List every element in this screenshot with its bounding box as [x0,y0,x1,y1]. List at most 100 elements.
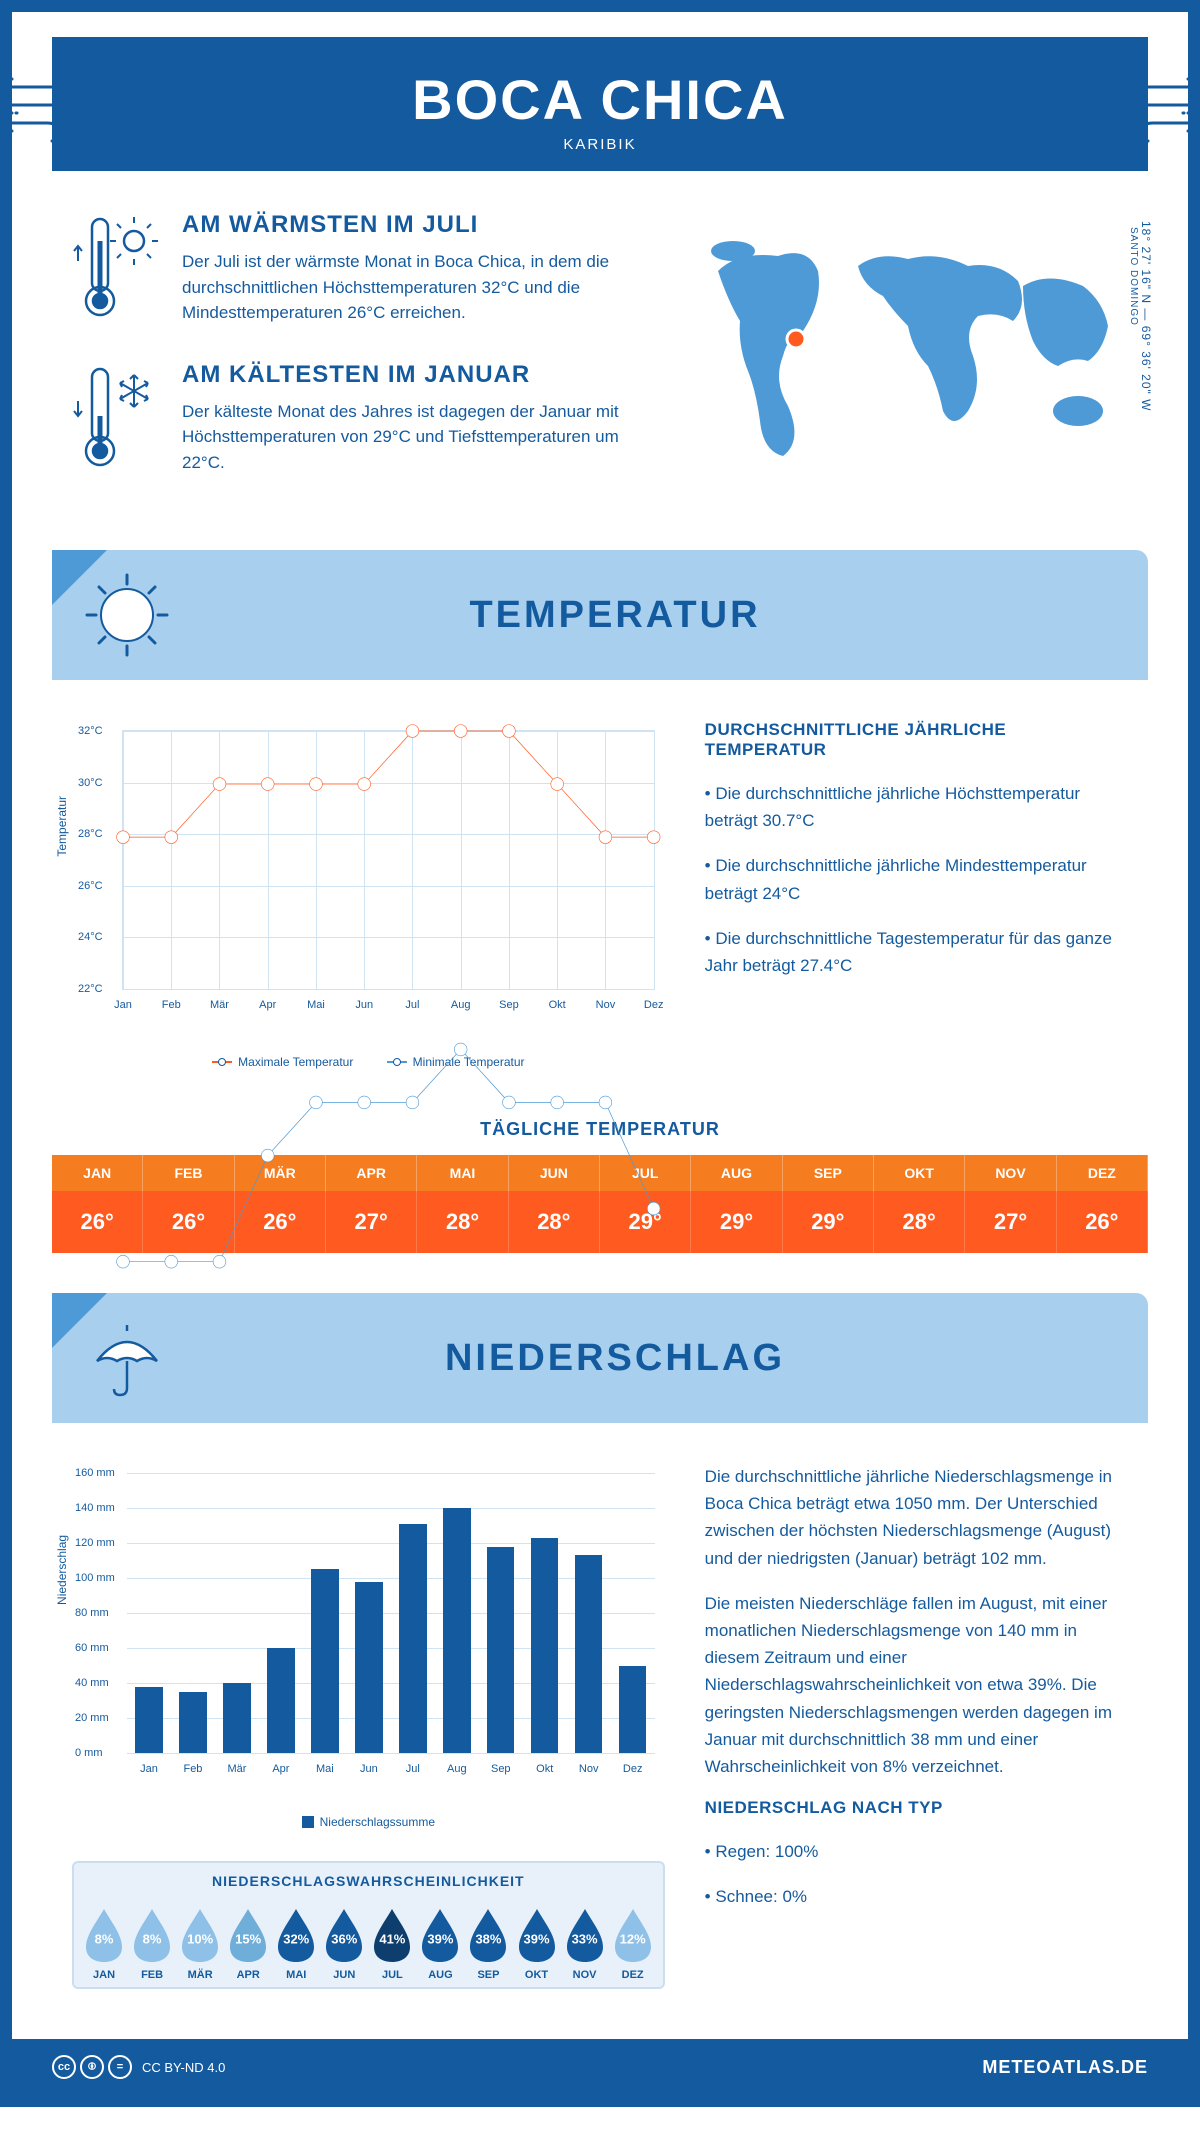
table-header: SEP [783,1155,874,1191]
precip-type-title: NIEDERSCHLAG NACH TYP [705,1798,1128,1818]
by-icon: 🅯 [80,2055,104,2079]
y-tick: 32°C [78,725,103,737]
header-banner: BOCA CHICA KARIBIK [52,37,1148,171]
drop-value: 32% [283,1932,309,1947]
bar [575,1555,602,1753]
drop-cell: 41% JUL [370,1907,414,1981]
warm-fact: AM WÄRMSTEN IM JULI Der Juli ist der wär… [72,211,648,326]
precipitation-bar-chart: Niederschlag 0 mm20 mm40 mm60 mm80 mm100… [72,1463,665,1989]
y-tick: 60 mm [75,1642,109,1654]
bar [443,1508,470,1753]
warm-fact-title: AM WÄRMSTEN IM JULI [182,211,648,239]
table-cell: 26° [1057,1191,1148,1253]
cold-fact-text: Der kälteste Monat des Jahres ist dagege… [182,399,648,476]
coords-text: 18° 27' 16" N — 69° 36' 20" W [1139,221,1153,411]
coordinates: 18° 27' 16" N — 69° 36' 20" W SANTO DOMI… [1128,221,1153,411]
legend-swatch [302,1816,314,1828]
x-tick: Aug [447,1763,467,1775]
drop-cell: 8%JAN [82,1907,126,1981]
precipitation-info: Die durchschnittliche jährliche Niedersc… [705,1463,1128,1989]
y-tick: 28°C [78,828,103,840]
drop-cell: 15%APR [226,1907,270,1981]
drop-month: JUL [370,1969,414,1981]
y-tick: 0 mm [75,1747,103,1759]
bar [179,1692,206,1753]
info-bullet: Die durchschnittliche jährliche Höchstte… [705,780,1128,834]
y-axis-label: Niederschlag [55,1535,69,1605]
bar-legend: Niederschlagssumme [72,1815,665,1831]
drop-value: 33% [572,1932,598,1947]
precipitation-title: NIEDERSCHLAG [202,1337,1028,1380]
y-tick: 30°C [78,777,103,789]
bar [223,1683,250,1753]
y-tick: 40 mm [75,1677,109,1689]
drop-cell: 39% OKT [515,1907,559,1981]
probability-panel: NIEDERSCHLAGSWAHRSCHEINLICHKEIT 8%JAN8%F… [72,1861,665,1989]
drop-value: 8% [143,1932,162,1947]
drop-value: 38% [475,1932,501,1947]
bar [399,1524,426,1753]
table-cell: 29° [783,1191,874,1253]
temp-info-title: DURCHSCHNITTLICHE JÄHRLICHE TEMPERATUR [705,720,1128,760]
bar [619,1666,646,1754]
drop-month: SEP [466,1969,510,1981]
warm-fact-text: Der Juli ist der wärmste Monat in Boca C… [182,249,648,326]
drop-cell: 36%JUN [322,1907,366,1981]
table-header: NOV [965,1155,1056,1191]
y-tick: 140 mm [75,1502,115,1514]
temperature-info: DURCHSCHNITTLICHE JÄHRLICHE TEMPERATUR D… [705,720,1128,1069]
temperature-title: TEMPERATUR [202,594,1028,637]
intro-section: AM WÄRMSTEN IM JULI Der Juli ist der wär… [12,171,1188,530]
nd-icon: = [108,2055,132,2079]
drop-value: 41% [379,1932,405,1947]
drop-value: 10% [187,1932,213,1947]
y-axis-label: Temperatur [55,796,69,857]
drop-month: DEZ [611,1969,655,1981]
y-tick: 26°C [78,880,103,892]
y-tick: 20 mm [75,1712,109,1724]
x-tick: Jun [360,1763,378,1775]
x-tick: Okt [536,1763,553,1775]
x-tick: Mai [316,1763,334,1775]
drop-month: MAI [274,1969,318,1981]
city-label: SANTO DOMINGO [1128,227,1139,411]
x-tick: Jul [406,1763,420,1775]
drop-value: 39% [427,1932,453,1947]
bar [531,1538,558,1753]
drop-cell: 8%FEB [130,1907,174,1981]
x-tick: Apr [272,1763,289,1775]
bar [487,1547,514,1754]
table-header: DEZ [1057,1155,1148,1191]
x-tick: Mär [227,1763,246,1775]
probability-title: NIEDERSCHLAGSWAHRSCHEINLICHKEIT [74,1863,663,1899]
drop-cell: 38% SEP [466,1907,510,1981]
legend-max-swatch [212,1061,232,1063]
y-tick: 120 mm [75,1537,115,1549]
drop-value: 12% [620,1932,646,1947]
x-tick: Sep [491,1763,511,1775]
legend-min-swatch [387,1061,407,1063]
drop-value: 8% [95,1932,114,1947]
footer: cc 🅯 = CC BY-ND 4.0 METEOATLAS.DE [12,2039,1188,2095]
bar [267,1648,294,1753]
world-map: 18° 27' 16" N — 69° 36' 20" W SANTO DOMI… [688,211,1128,510]
x-tick: Feb [183,1763,202,1775]
cold-fact-title: AM KÄLTESTEN IM JANUAR [182,361,648,389]
drop-month: OKT [515,1969,559,1981]
type-item: Schnee: 0% [705,1883,1128,1910]
y-tick: 22°C [78,983,103,995]
drop-cell: 39%AUG [418,1907,462,1981]
drop-month: MÄR [178,1969,222,1981]
drop-cell: 12% DEZ [611,1907,655,1981]
drop-value: 39% [524,1932,550,1947]
drop-month: APR [226,1969,270,1981]
y-tick: 80 mm [75,1607,109,1619]
table-cell: 29° [691,1191,782,1253]
drop-value: 36% [331,1932,357,1947]
infographic-frame: BOCA CHICA KARIBIK AM WÄRMSTEN IM JULI D… [0,0,1200,2107]
license-text: CC BY-ND 4.0 [142,2060,225,2075]
page-title: BOCA CHICA [72,67,1128,132]
drop-cell: 32% MAI [274,1907,318,1981]
precipitation-section-header: NIEDERSCHLAG [52,1293,1148,1423]
precip-text-1: Die durchschnittliche jährliche Niedersc… [705,1463,1128,1572]
